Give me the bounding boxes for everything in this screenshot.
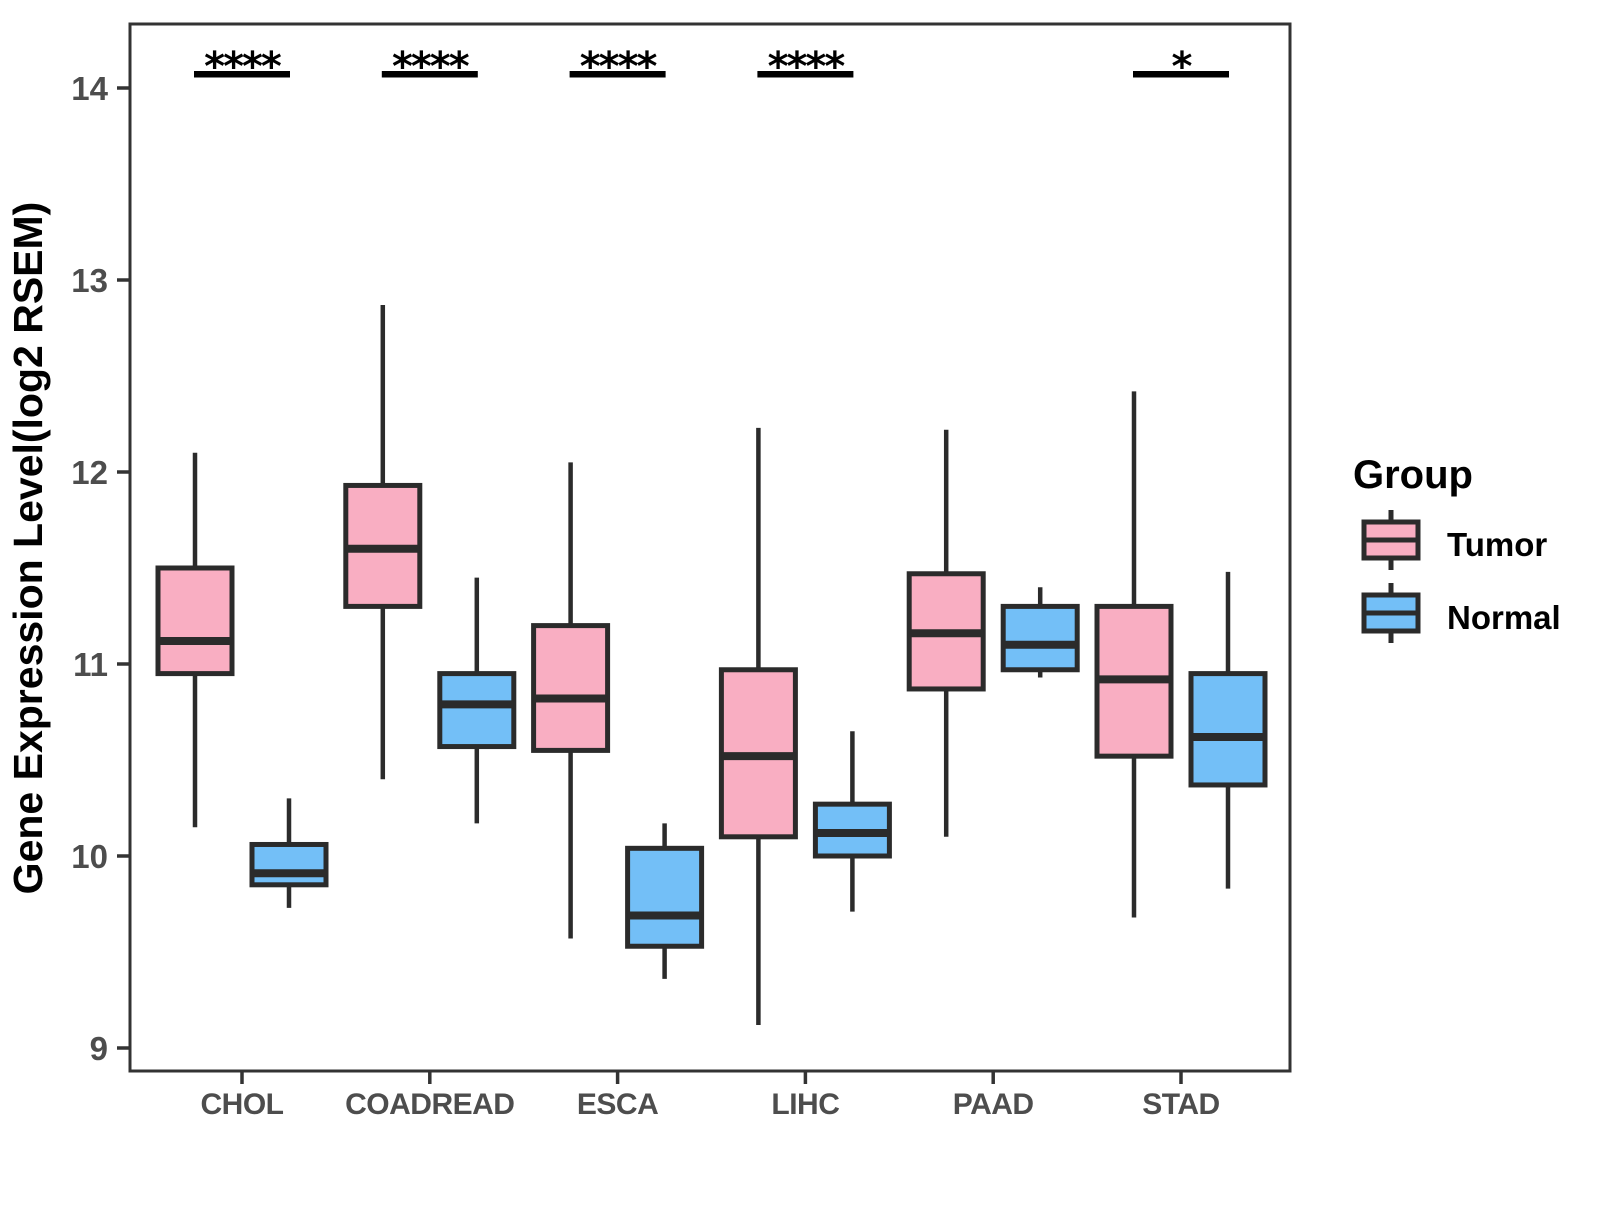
significance-stars-CHOL: **** (204, 44, 282, 90)
significance-bar-COADREAD (381, 71, 478, 78)
y-axis-title: Gene Expression Level(log2 RSEM) (5, 202, 51, 895)
axis-ticks-layer: 9 10 11 12 13 14 CHOL COADREAD ESCA LIHC PAAD STAD (71, 70, 1220, 1121)
significance-bar-LIHC (757, 71, 854, 78)
significance-bar-STAD (1133, 71, 1229, 78)
x-tick-label-LIHC: LIHC (771, 1088, 839, 1121)
legend-title: Group (1353, 453, 1473, 497)
box-normal-ESCA (625, 845, 705, 949)
box-normal-PAAD (1000, 603, 1080, 673)
x-tick-label-PAAD: PAAD (953, 1088, 1034, 1121)
significance-bar-CHOL (194, 71, 290, 78)
y-tick-label-12: 12 (71, 454, 108, 491)
x-tick-label-STAD: STAD (1142, 1088, 1219, 1121)
y-tick-label-10: 10 (71, 838, 108, 875)
y-tick-label-11: 11 (73, 646, 108, 683)
y-tick-label-14: 14 (71, 70, 108, 107)
x-tick-label-COADREAD: COADREAD (345, 1088, 514, 1121)
box-tumor-CHOL (155, 565, 235, 677)
box-tumor-ESCA (531, 623, 611, 753)
box-normal-COADREAD (437, 671, 517, 750)
box-normal-STAD (1188, 671, 1268, 788)
significance-stars-COADREAD: **** (392, 44, 470, 90)
significance-layer: **** **** **** **** * (194, 44, 1229, 90)
box-normal-CHOL (249, 841, 329, 888)
x-tick-label-ESCA: ESCA (577, 1088, 658, 1121)
legend-label-tumor: Tumor (1447, 526, 1547, 563)
significance-stars-STAD: * (1172, 44, 1193, 90)
legend: Group Tumor Normal (1353, 453, 1561, 643)
legend-key-normal-icon (1361, 583, 1421, 643)
significance-bar-ESCA (569, 71, 666, 78)
boxes-layer (155, 304, 1268, 1025)
plot-panel-border (128, 22, 1292, 1073)
legend-label-normal: Normal (1447, 599, 1561, 636)
significance-stars-ESCA: **** (580, 44, 658, 90)
significance-stars-LIHC: **** (768, 44, 846, 90)
legend-key-tumor-icon (1361, 510, 1421, 570)
y-tick-label-9: 9 (90, 1030, 108, 1067)
y-tick-label-13: 13 (71, 262, 108, 299)
x-tick-label-CHOL: CHOL (201, 1088, 284, 1121)
